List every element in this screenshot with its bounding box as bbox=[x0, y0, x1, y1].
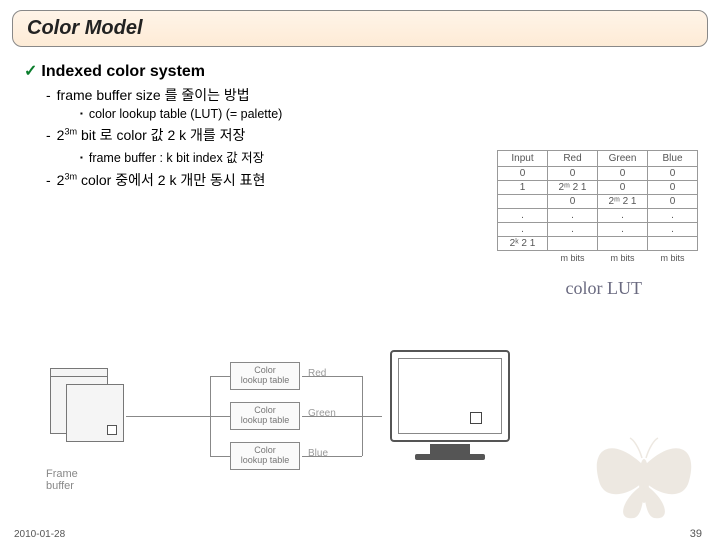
wire bbox=[210, 376, 230, 377]
b1-3-sup: 3m bbox=[64, 171, 77, 181]
cell: . bbox=[498, 209, 548, 223]
wire bbox=[302, 376, 362, 377]
cell: m bits bbox=[598, 251, 648, 265]
dot-icon: ▪ bbox=[80, 153, 83, 162]
monitor-foot bbox=[415, 454, 485, 460]
lut-h1: Red bbox=[548, 151, 598, 167]
monitor-screen bbox=[390, 350, 510, 442]
wire bbox=[210, 456, 230, 457]
b1-2-sup: 3m bbox=[64, 126, 77, 136]
clt-box: Colorlookup table bbox=[230, 402, 300, 430]
dash-icon: - bbox=[46, 127, 51, 143]
monitor-pixel-icon bbox=[470, 412, 482, 424]
monitor-base bbox=[430, 444, 470, 454]
dash-icon: - bbox=[46, 87, 51, 103]
cell: 0 bbox=[598, 181, 648, 195]
table-row: 02ᵐ 2 10 bbox=[498, 195, 698, 209]
cell: 0 bbox=[648, 181, 698, 195]
b1-2-post: bit 로 color 값 2 k 개를 저장 bbox=[77, 127, 245, 143]
wire bbox=[362, 376, 363, 456]
footer-date: 2010-01-28 bbox=[14, 529, 65, 540]
b1-2-1: frame buffer : k bit index 값 저장 bbox=[89, 151, 264, 165]
butterfly-icon bbox=[584, 426, 704, 526]
check-icon: ✓ bbox=[24, 63, 37, 80]
wire bbox=[126, 416, 210, 417]
table-row: m bitsm bitsm bits bbox=[498, 251, 698, 265]
cell: 0 bbox=[498, 167, 548, 181]
fb-box bbox=[66, 384, 124, 442]
table-row: .... bbox=[498, 223, 698, 237]
table-row: 12ᵐ 2 100 bbox=[498, 181, 698, 195]
dot-icon: ▪ bbox=[80, 109, 83, 118]
wire bbox=[302, 456, 362, 457]
cell: . bbox=[548, 209, 598, 223]
bullet-lvl2: -23m bit 로 color 값 2 k 개를 저장 bbox=[46, 125, 700, 145]
cell bbox=[648, 237, 698, 251]
table-row: Input Red Green Blue bbox=[498, 151, 698, 167]
cell: m bits bbox=[548, 251, 598, 265]
bullet1-text: Indexed color system bbox=[41, 63, 205, 80]
channel-blue: Blue bbox=[308, 448, 328, 459]
table-row: .... bbox=[498, 209, 698, 223]
wire bbox=[210, 416, 230, 417]
cell bbox=[598, 237, 648, 251]
page-title: Color Model bbox=[27, 17, 693, 40]
lut-caption: color LUT bbox=[566, 278, 642, 299]
wire bbox=[302, 416, 382, 417]
footer-page: 39 bbox=[690, 528, 702, 540]
b1-1: frame buffer size 를 줄이는 방법 bbox=[57, 87, 250, 103]
table-row: 0000 bbox=[498, 167, 698, 181]
cell: 0 bbox=[548, 195, 598, 209]
lut-h3: Blue bbox=[648, 151, 698, 167]
cell: 0 bbox=[648, 167, 698, 181]
cell: . bbox=[648, 209, 698, 223]
diagram: Frame buffer Colorlookup table Colorlook… bbox=[50, 340, 610, 500]
b1-1-1: color lookup table (LUT) (= palette) bbox=[89, 107, 283, 121]
monitor-inner bbox=[398, 358, 502, 434]
cell bbox=[498, 195, 548, 209]
cell: 0 bbox=[598, 167, 648, 181]
lut-h2: Green bbox=[598, 151, 648, 167]
bullet-lvl2: -frame buffer size 를 줄이는 방법 bbox=[46, 85, 700, 105]
table-row: 2ᵏ 2 1 bbox=[498, 237, 698, 251]
channel-green: Green bbox=[308, 408, 336, 419]
dash-icon: - bbox=[46, 172, 51, 188]
cell: . bbox=[648, 223, 698, 237]
lut-table: Input Red Green Blue 0000 12ᵐ 2 100 02ᵐ … bbox=[497, 150, 698, 265]
fb-pixel-icon bbox=[107, 425, 117, 435]
cell: 1 bbox=[498, 181, 548, 195]
clt-box: Colorlookup table bbox=[230, 362, 300, 390]
cell: 0 bbox=[648, 195, 698, 209]
cell: 2ᵐ 2 1 bbox=[598, 195, 648, 209]
cell: . bbox=[598, 223, 648, 237]
cell bbox=[548, 237, 598, 251]
monitor-icon bbox=[390, 350, 510, 460]
cell: 0 bbox=[548, 167, 598, 181]
bullet-lvl3: ▪ color lookup table (LUT) (= palette) bbox=[80, 107, 700, 121]
channel-red: Red bbox=[308, 368, 326, 379]
lut-h0: Input bbox=[498, 151, 548, 167]
cell: . bbox=[548, 223, 598, 237]
lut-grid: Input Red Green Blue 0000 12ᵐ 2 100 02ᵐ … bbox=[497, 150, 698, 265]
clt-box: Colorlookup table bbox=[230, 442, 300, 470]
cell: . bbox=[598, 209, 648, 223]
cell: . bbox=[498, 223, 548, 237]
fb-label: Frame buffer bbox=[46, 468, 78, 492]
bullet-lvl1: ✓Indexed color system bbox=[24, 61, 700, 81]
cell: 2ᵐ 2 1 bbox=[548, 181, 598, 195]
b1-3-post: color 중에서 2 k 개만 동시 표현 bbox=[77, 172, 265, 188]
cell: 2ᵏ 2 1 bbox=[498, 237, 548, 251]
title-box: Color Model bbox=[12, 10, 708, 47]
cell: m bits bbox=[648, 251, 698, 265]
